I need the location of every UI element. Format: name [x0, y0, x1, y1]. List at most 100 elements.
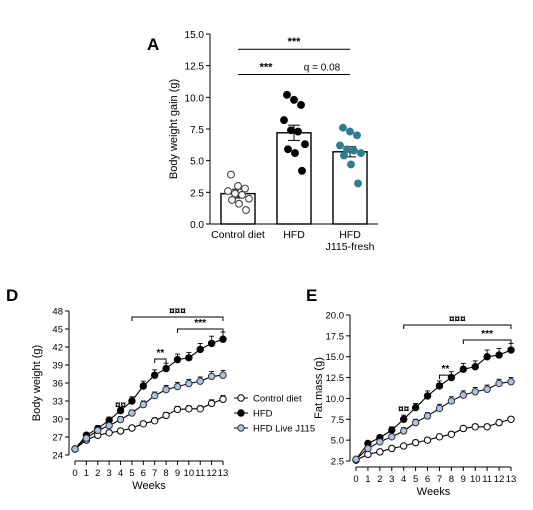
- category-label: HFD: [339, 229, 361, 241]
- data-point: [287, 126, 295, 135]
- y-axis-title: Body weight (g): [31, 345, 43, 421]
- legend-label: HFD Live J115: [253, 424, 315, 435]
- y-tick-label: 45: [52, 325, 63, 336]
- significance-label: ***: [481, 329, 493, 340]
- data-point: [495, 379, 503, 388]
- y-tick-label: 10.0: [326, 394, 345, 405]
- data-point: [241, 184, 249, 193]
- data-point: [234, 182, 242, 190]
- y-tick-label: 2.5: [190, 188, 204, 199]
- data-point: [150, 371, 159, 379]
- y-tick-label: 2.5: [331, 457, 344, 468]
- data-point: [411, 438, 420, 447]
- y-tick-label: 17.5: [326, 331, 345, 342]
- x-tick-label: 7: [152, 468, 157, 479]
- data-point: [219, 335, 227, 343]
- data-point: [376, 448, 384, 456]
- data-point: [82, 434, 91, 442]
- data-point: [435, 382, 444, 390]
- data-point: [139, 382, 148, 390]
- data-point: [185, 354, 193, 362]
- data-point: [354, 179, 362, 188]
- x-tick-label: 6: [141, 468, 146, 479]
- data-point: [423, 392, 432, 400]
- data-point: [483, 385, 491, 393]
- x-tick-label: 2: [95, 468, 100, 479]
- data-point: [340, 151, 348, 160]
- data-point: [150, 417, 159, 425]
- data-point: [219, 371, 227, 379]
- panel-label-a: A: [147, 35, 159, 54]
- data-point: [105, 421, 113, 430]
- data-point: [207, 372, 216, 381]
- data-point: [495, 418, 503, 427]
- data-point: [139, 420, 148, 428]
- data-point: [228, 195, 236, 204]
- legend-marker: [237, 394, 245, 402]
- data-point: [495, 351, 503, 359]
- data-point: [507, 346, 515, 354]
- data-point: [353, 131, 361, 140]
- data-point: [352, 455, 360, 464]
- data-point: [459, 424, 468, 433]
- significance-bracket: [438, 374, 452, 380]
- data-point: [471, 423, 479, 431]
- x-axis-title: Weeks: [132, 480, 166, 492]
- legend-marker: [237, 409, 245, 417]
- data-point: [185, 405, 193, 413]
- data-point: [376, 438, 384, 446]
- data-point: [507, 378, 515, 386]
- y-tick-label: 42: [52, 343, 63, 354]
- data-point: [294, 127, 302, 136]
- data-point: [350, 146, 358, 155]
- y-axis-title: Fat mass (g): [313, 357, 325, 419]
- category-label: Control diet: [211, 229, 265, 241]
- data-point: [105, 429, 113, 437]
- significance-label: ***: [288, 36, 302, 48]
- data-point: [185, 379, 193, 388]
- data-point: [116, 415, 125, 424]
- y-tick-label: 12.5: [326, 373, 345, 384]
- x-tick-label: 11: [195, 468, 205, 479]
- y-tick-label: 30: [52, 415, 63, 426]
- data-point: [435, 404, 444, 413]
- data-point: [283, 90, 291, 99]
- x-tick-label: 9: [175, 468, 180, 479]
- data-point: [290, 95, 298, 104]
- data-point: [150, 391, 159, 400]
- x-tick-label: 13: [218, 468, 229, 479]
- significance-label: ***: [260, 62, 274, 74]
- data-point: [357, 149, 365, 158]
- legend-label: Control diet: [253, 394, 302, 405]
- data-point: [128, 424, 136, 432]
- category-label: HFD: [283, 229, 305, 241]
- data-point: [71, 445, 79, 453]
- data-point: [423, 436, 432, 444]
- significance-bracket: [462, 339, 512, 345]
- y-tick-label: 27: [52, 433, 63, 444]
- y-tick-label: 15.0: [326, 352, 345, 363]
- data-point: [219, 395, 227, 403]
- significance-label: ¤¤: [398, 404, 410, 415]
- x-tick-label: 12: [494, 474, 505, 485]
- x-tick-label: 8: [449, 474, 454, 485]
- data-point: [196, 405, 204, 413]
- data-point: [483, 353, 491, 361]
- data-point: [245, 194, 253, 203]
- data-point: [423, 412, 432, 420]
- series-line: [355, 381, 512, 460]
- x-axis-title: Weeks: [417, 486, 451, 498]
- data-point: [301, 140, 309, 149]
- panel-label-d: D: [6, 286, 18, 305]
- data-point: [399, 442, 408, 450]
- data-point: [231, 189, 239, 198]
- data-point: [411, 418, 420, 427]
- data-point: [235, 199, 243, 208]
- data-point: [297, 100, 305, 109]
- data-point: [291, 149, 299, 158]
- y-tick-label: 12.5: [185, 62, 205, 73]
- data-point: [207, 339, 216, 348]
- y-tick-label: 24: [52, 451, 63, 462]
- data-point: [347, 160, 355, 169]
